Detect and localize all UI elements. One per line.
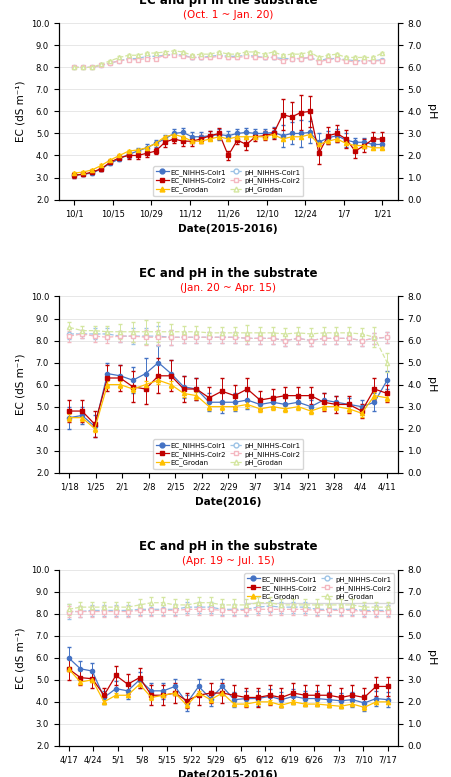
Legend: EC_NIHHS-Coir1, EC_NIHHS-Coir2, EC_Grodan, pH_NIHHS-Coir1, pH_NIHHS-Coir2, pH_Gr: EC_NIHHS-Coir1, EC_NIHHS-Coir2, EC_Groda… [244,573,393,603]
Title: EC and pH in the substrate: EC and pH in the substrate [139,540,317,553]
Text: (Apr. 19 ~ Jul. 15): (Apr. 19 ~ Jul. 15) [181,556,274,566]
Legend: EC_NIHHS-Coir1, EC_NIHHS-Coir2, EC_Grodan, pH_NIHHS-Coir1, pH_NIHHS-Coir2, pH_Gr: EC_NIHHS-Coir1, EC_NIHHS-Coir2, EC_Groda… [153,439,303,469]
X-axis label: Date(2015-2016): Date(2015-2016) [178,770,277,777]
Y-axis label: pH: pH [425,104,435,119]
Title: EC and pH in the substrate: EC and pH in the substrate [139,0,317,7]
Y-axis label: EC (dS m⁻¹): EC (dS m⁻¹) [15,627,25,688]
X-axis label: Date(2016): Date(2016) [195,497,261,507]
Y-axis label: pH: pH [425,377,435,392]
Text: (Jan. 20 ~ Apr. 15): (Jan. 20 ~ Apr. 15) [180,283,276,293]
Y-axis label: EC (dS m⁻¹): EC (dS m⁻¹) [15,354,25,416]
Legend: EC_NIHHS-Coir1, EC_NIHHS-Coir2, EC_Grodan, pH_NIHHS-Coir1, pH_NIHHS-Coir2, pH_Gr: EC_NIHHS-Coir1, EC_NIHHS-Coir2, EC_Groda… [153,166,303,196]
X-axis label: Date(2015-2016): Date(2015-2016) [178,224,277,234]
Y-axis label: pH: pH [425,650,435,665]
Text: (Oct. 1 ~ Jan. 20): (Oct. 1 ~ Jan. 20) [183,10,273,19]
Y-axis label: EC (dS m⁻¹): EC (dS m⁻¹) [15,81,25,142]
Title: EC and pH in the substrate: EC and pH in the substrate [139,267,317,280]
